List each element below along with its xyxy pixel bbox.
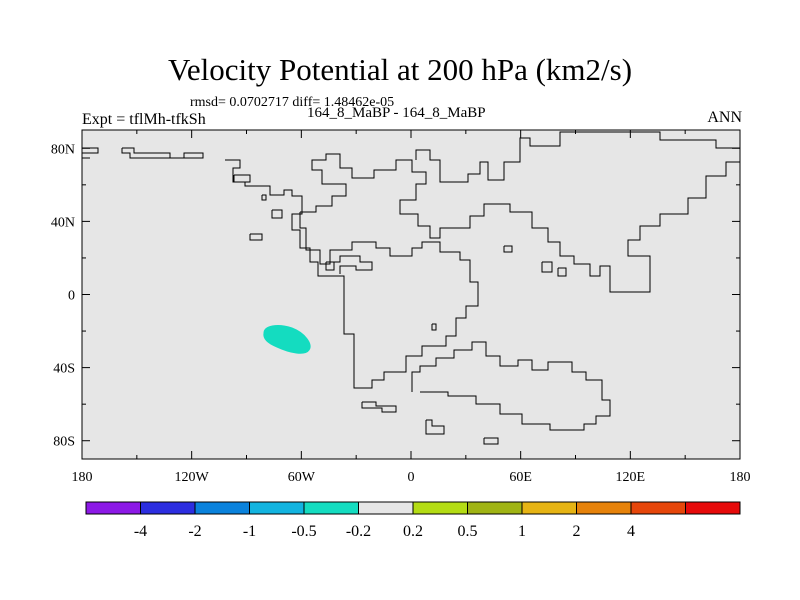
colorbar-label: -0.5 xyxy=(291,523,316,540)
y-tick-label: 0 xyxy=(68,289,75,304)
y-tick-label: 80S xyxy=(53,435,75,450)
anomaly-region xyxy=(263,325,311,354)
y-tick-label: 80N xyxy=(51,142,75,157)
x-tick-label: 180 xyxy=(730,470,751,485)
y-tick-label: 40N xyxy=(51,215,75,230)
map-background xyxy=(82,130,740,459)
stats-label: rmsd= 0.0702717 diff= 1.48462e-05 xyxy=(190,95,395,110)
case-label: 164_8_MaBP - 164_8_MaBP xyxy=(307,105,486,121)
colorbar-swatch xyxy=(194,501,250,515)
chart-title: Velocity Potential at 200 hPa (km2/s) xyxy=(167,52,633,87)
y-tick-label: 40S xyxy=(53,362,75,377)
colorbar-label: -2 xyxy=(188,523,201,540)
colorbar-swatch xyxy=(467,501,523,515)
colorbar-swatch xyxy=(576,501,632,515)
x-tick-label: 180 xyxy=(72,470,93,485)
x-tick-label: 0 xyxy=(408,470,415,485)
colorbar-swatch xyxy=(630,501,686,515)
colorbar-label: 0.2 xyxy=(403,523,423,540)
x-tick-label: 60W xyxy=(288,470,316,485)
colorbar-swatch xyxy=(249,501,305,515)
colorbar-label: -1 xyxy=(243,523,256,540)
colorbar-label: -4 xyxy=(134,523,147,540)
experiment-label: Expt = tflMh-tfkSh xyxy=(82,111,206,128)
x-tick-label: 60E xyxy=(509,470,532,485)
colorbar-swatch xyxy=(521,501,577,515)
colorbar-swatch xyxy=(140,501,196,515)
colorbar-label: 2 xyxy=(573,523,581,540)
season-label: ANN xyxy=(707,109,742,126)
colorbar-swatch xyxy=(303,501,359,515)
colorbar-swatch xyxy=(85,501,141,515)
colorbar-label: -0.2 xyxy=(346,523,371,540)
coastlines xyxy=(82,131,740,445)
colorbar-label: 1 xyxy=(518,523,526,540)
colorbar-swatch xyxy=(412,501,468,515)
colorbar-label: 0.5 xyxy=(458,523,478,540)
colorbar-swatch xyxy=(685,501,741,515)
colorbar-label: 4 xyxy=(627,523,635,540)
colorbar-swatch xyxy=(358,501,414,515)
x-tick-label: 120W xyxy=(175,470,210,485)
x-tick-label: 120E xyxy=(616,470,646,485)
